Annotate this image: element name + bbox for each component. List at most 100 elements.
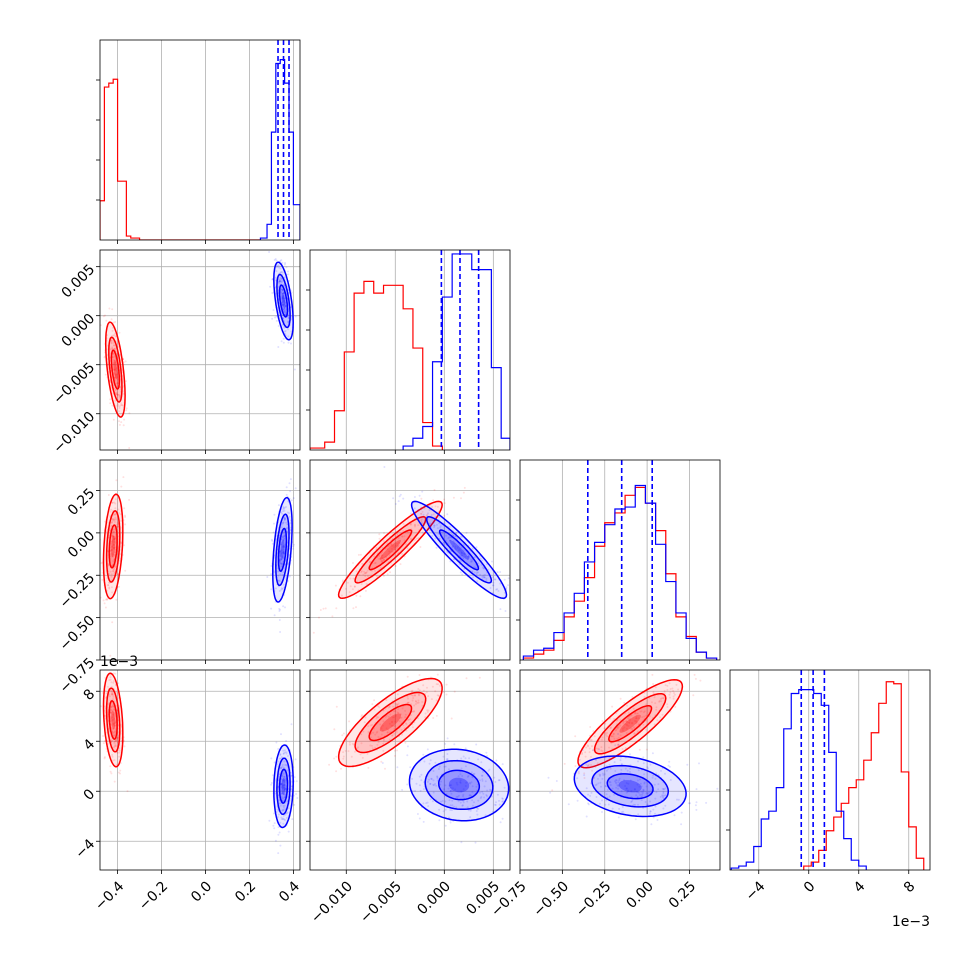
scatter-point [358,574,361,577]
scatter-point [288,575,291,578]
scatter-point [460,497,462,500]
scatter-point [116,372,119,375]
scatter-point [282,296,284,299]
scatter-point [422,689,425,692]
scatter-point [643,696,646,698]
scatter-point [655,772,658,775]
scatter-point [449,790,452,793]
scatter-point [414,523,417,526]
scatter-point [283,283,286,286]
scatter-point [286,769,289,772]
scatter-point [462,755,465,758]
scatter-point [669,779,672,781]
scatter-point [481,779,484,782]
scatter-point [414,694,416,697]
scatter-point [450,792,453,795]
scatter-point [454,547,457,550]
scatter-point [613,793,616,796]
scatter-point [461,804,464,807]
scatter-point [444,765,447,768]
scatter-point [289,490,292,493]
scatter-point [110,549,113,552]
density-fill-b [279,769,288,804]
scatter-point [401,733,403,736]
scatter-point [112,321,115,324]
scatter-point [112,567,115,570]
contour-line-b [273,261,294,341]
scatter-point [112,543,115,546]
scatter-point [366,575,369,578]
contour-line-b [276,757,291,816]
scatter-point [493,803,496,806]
scatter-point [289,529,292,532]
scatter-point [634,712,637,715]
scatter-point [290,330,293,333]
scatter-point [449,549,452,552]
scatter-point [125,409,128,412]
scatter-point [293,543,295,546]
scatter-point [352,577,355,580]
scatter-point [642,788,645,791]
scatter-point [394,544,397,547]
scatter-point [282,545,285,548]
scatter-point [117,682,120,685]
scatter-point [648,791,651,794]
scatter-point [431,505,434,508]
scatter-point [460,560,463,563]
scatter-point [352,607,355,610]
scatter-point [589,726,592,728]
scatter-point [364,572,366,575]
scatter-point [445,758,448,761]
scatter-point [471,570,474,573]
scatter-point [626,724,628,727]
scatter-point [470,771,473,774]
scatter-point [275,259,278,262]
scatter-point [407,701,409,704]
scatter-point [578,758,581,761]
scatter-point [635,720,638,723]
scatter-point [510,589,512,591]
scatter-point [489,789,492,792]
scatter-point [388,705,391,708]
scatter-point [113,334,116,337]
scatter-point [642,723,645,726]
scatter-point [112,734,115,737]
scatter-point [597,782,600,785]
scatter-point [644,801,647,803]
scatter-point [485,794,488,796]
scatter-point [603,727,606,730]
scatter-point [410,703,413,706]
scatter-point [402,724,405,727]
scatter-point [692,694,695,697]
scatter-point [617,726,620,729]
scatter-point [401,707,404,710]
scatter-point [363,721,366,724]
scatter-point [662,794,665,797]
scatter-point [586,764,589,767]
density-fill-a [111,710,116,730]
scatter-point [110,552,113,555]
scatter-point [467,555,470,558]
scatter-point [451,787,454,790]
scatter-point [391,545,394,548]
scatter-point [113,566,116,569]
scatter-point [649,800,651,803]
scatter-point [563,762,566,765]
density-fill-a [113,359,118,380]
scatter-point [382,739,385,742]
histogram-a [100,78,261,240]
scatter-point [279,559,281,562]
scatter-point [625,787,628,790]
scatter-point [287,320,290,323]
scatter-point [102,735,104,737]
scatter-point [107,536,110,539]
scatter-point [112,353,115,355]
scatter-point [111,329,114,332]
scatter-point [471,785,474,788]
scatter-point [624,723,627,726]
scatter-point [364,572,367,575]
scatter-point [620,762,623,765]
scatter-point [281,787,284,790]
scatter-point [547,776,550,779]
panel-content [520,460,718,660]
